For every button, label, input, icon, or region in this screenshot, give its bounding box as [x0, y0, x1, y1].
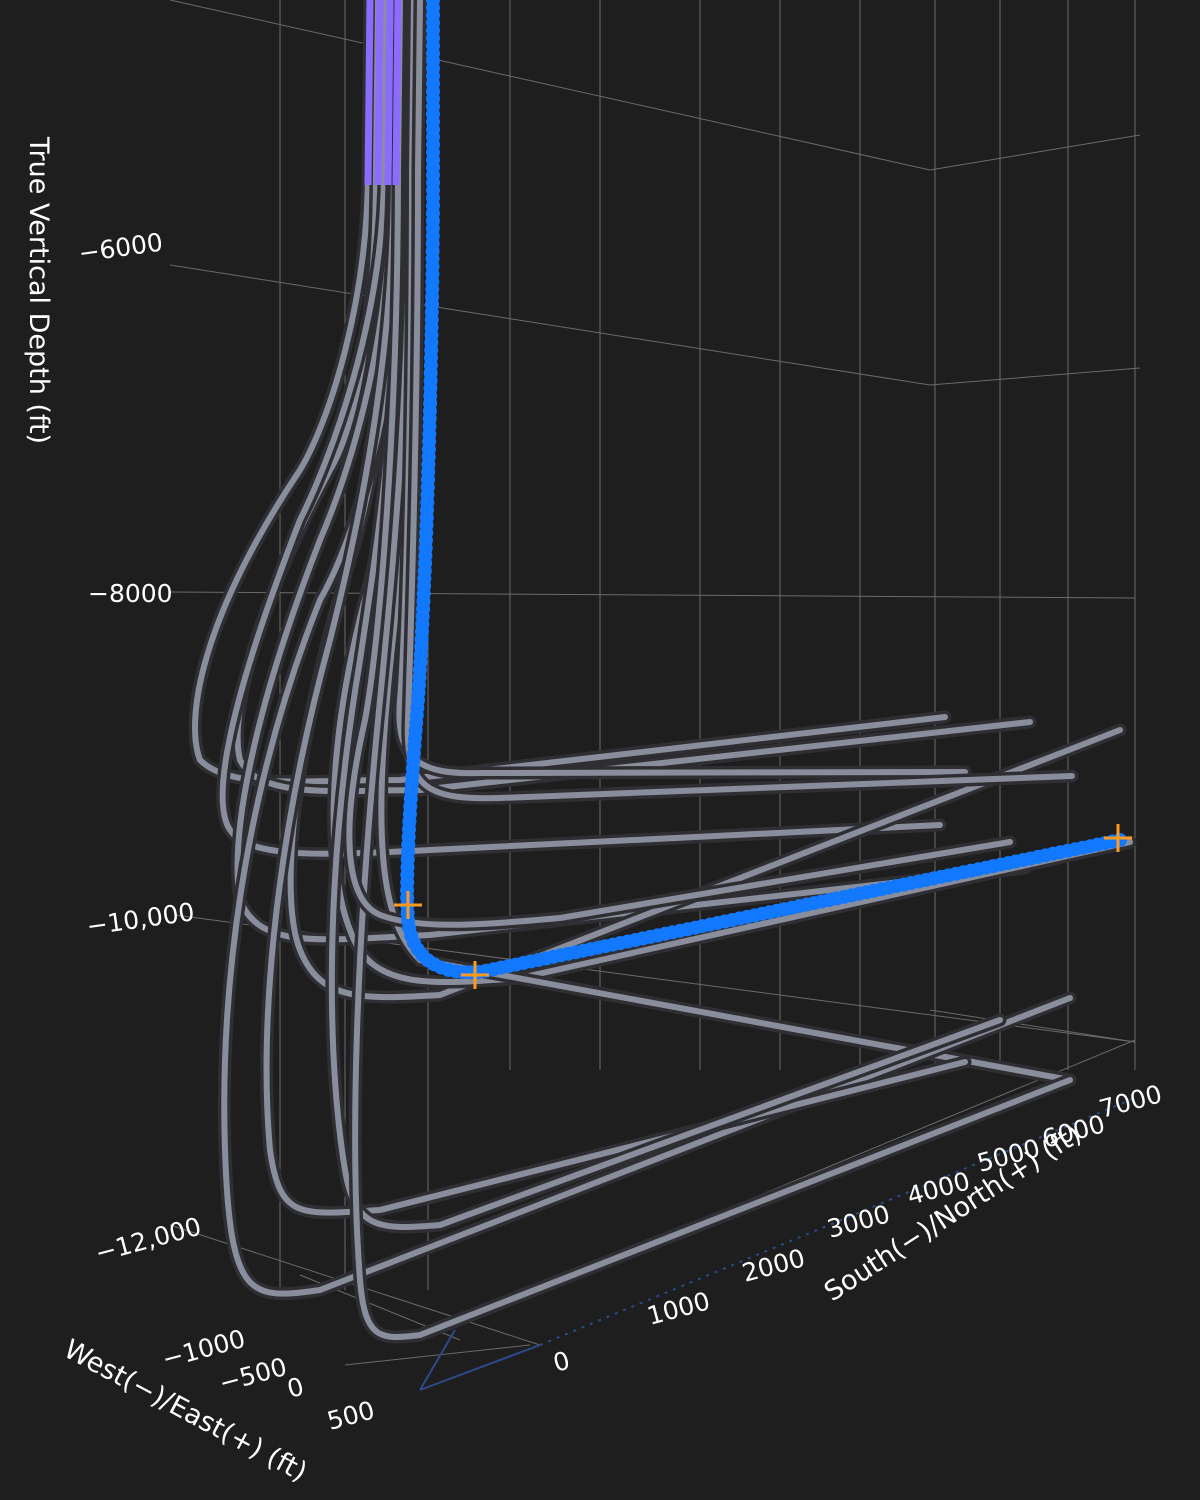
selected-well[interactable] — [400, 0, 1127, 980]
purple-highlight — [364, 0, 374, 186]
survey-markers — [394, 824, 1132, 989]
offset-well-13 — [396, 0, 968, 777]
grid-line — [344, 1344, 531, 1366]
purple-highlight — [392, 0, 402, 186]
offset-well-14 — [404, 0, 1075, 802]
y-tick-label: 7000 — [1096, 1079, 1165, 1123]
purple-highlight — [384, 0, 394, 186]
x-tick-label: 500 — [324, 1395, 378, 1435]
offset-well-shadow — [392, 0, 972, 780]
grid-line — [929, 367, 1141, 386]
y-tick-label: 1000 — [644, 1286, 713, 1330]
selected-well-point — [1113, 833, 1127, 847]
z-tick-label: −12,000 — [92, 1212, 204, 1268]
x-tick-label: 0 — [284, 1372, 307, 1404]
offset-well-shadow — [401, 0, 1079, 805]
grid-line — [169, 0, 931, 171]
z-tick-label: −8000 — [88, 579, 173, 608]
z-tick-label: −6000 — [77, 227, 165, 267]
offset-well-9 — [263, 0, 968, 1216]
axis-lines — [419, 1097, 1136, 1391]
offset-well-8 — [221, 0, 1073, 1297]
offset-well-shadow — [188, 0, 952, 789]
z-axis-title: True Vertical Depth (ft) — [23, 136, 54, 444]
y-tick-label: 3000 — [824, 1199, 893, 1243]
purple-highlight — [374, 0, 384, 186]
grid-line — [929, 1009, 1136, 1043]
offset-well-11 — [352, 0, 1073, 1340]
y-tick-label: 2000 — [739, 1243, 808, 1287]
selected-well-path — [401, 0, 1126, 979]
y-tick-label: 0 — [550, 1346, 573, 1378]
axis-origin — [419, 1329, 541, 1391]
grid-line — [929, 134, 1141, 171]
offset-wells[interactable] — [188, 0, 1137, 1344]
grid-line — [169, 264, 931, 386]
offset-well-12 — [346, 0, 1013, 928]
z-tick-label: −10,000 — [85, 897, 196, 941]
x-tick-label: −500 — [216, 1352, 290, 1398]
offset-well-1 — [192, 0, 948, 785]
